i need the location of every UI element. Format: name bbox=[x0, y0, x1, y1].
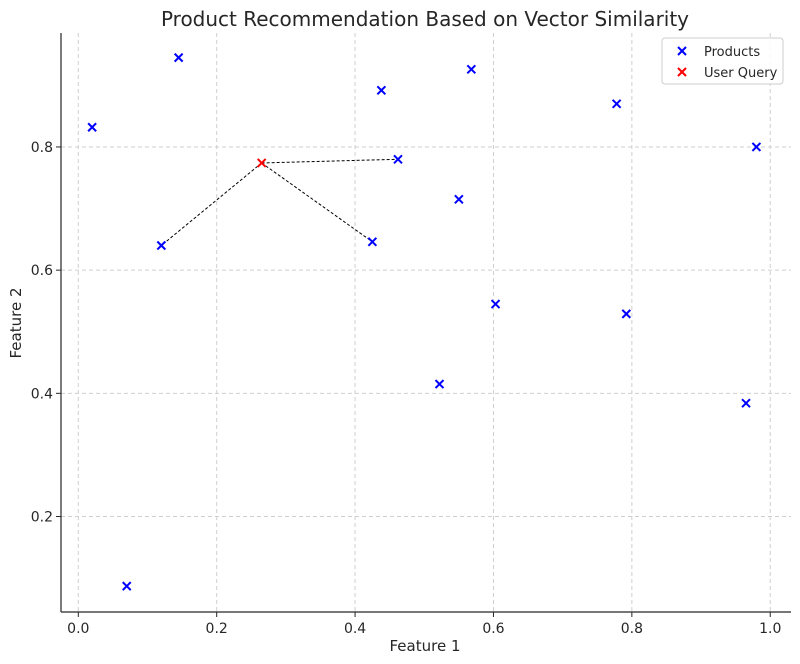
legend-label: User Query bbox=[704, 66, 778, 81]
y-axis-label: Feature 2 bbox=[7, 288, 25, 359]
x-tick-label: 0.4 bbox=[344, 621, 366, 637]
x-tick-label: 1.0 bbox=[759, 621, 781, 637]
product-point bbox=[393, 154, 403, 164]
legend: Products User Query bbox=[661, 37, 784, 85]
product-point bbox=[87, 122, 97, 132]
x-axis-label: Feature 1 bbox=[390, 637, 461, 655]
grid bbox=[61, 33, 791, 612]
axes-spines bbox=[60, 33, 791, 613]
y-tick-label: 0.8 bbox=[31, 140, 53, 156]
product-point bbox=[751, 142, 762, 152]
user-query-point bbox=[256, 158, 267, 168]
product-point bbox=[741, 398, 751, 408]
product-point bbox=[454, 194, 464, 205]
product-point bbox=[621, 309, 632, 319]
x-tick-label: 0.8 bbox=[621, 621, 643, 637]
legend-box bbox=[661, 37, 784, 85]
similarity-line bbox=[261, 162, 373, 243]
legend-marker bbox=[677, 67, 687, 77]
product-point bbox=[367, 237, 378, 247]
product-point bbox=[376, 85, 387, 95]
product-point bbox=[611, 99, 622, 109]
x-tick-label: 0.6 bbox=[482, 621, 504, 637]
y-tick-label: 0.4 bbox=[31, 386, 53, 402]
y-axis-ticks: 0.2 0.4 0.6 0.8 bbox=[31, 140, 61, 526]
y-tick-label: 0.2 bbox=[31, 510, 53, 526]
product-point bbox=[434, 379, 445, 389]
legend-products: Products bbox=[677, 45, 760, 60]
product-point bbox=[490, 299, 501, 309]
x-tick-label: 0.2 bbox=[206, 621, 228, 637]
similarity-connections bbox=[161, 158, 398, 246]
similarity-line bbox=[261, 158, 398, 164]
product-point bbox=[466, 64, 477, 75]
legend-user-query: User Query bbox=[677, 66, 778, 81]
data-points bbox=[87, 52, 762, 591]
product-point bbox=[122, 581, 132, 591]
similarity-line bbox=[161, 162, 262, 246]
product-point bbox=[156, 240, 167, 251]
legend-label: Products bbox=[704, 45, 760, 60]
product-point bbox=[173, 52, 184, 63]
chart-title: Product Recommendation Based on Vector S… bbox=[161, 7, 689, 31]
y-tick-label: 0.6 bbox=[31, 263, 53, 279]
x-tick-label: 0.0 bbox=[67, 621, 89, 637]
legend-marker bbox=[677, 46, 687, 56]
x-axis-ticks: 0.0 0.2 0.4 0.6 0.8 1.0 bbox=[67, 612, 781, 637]
